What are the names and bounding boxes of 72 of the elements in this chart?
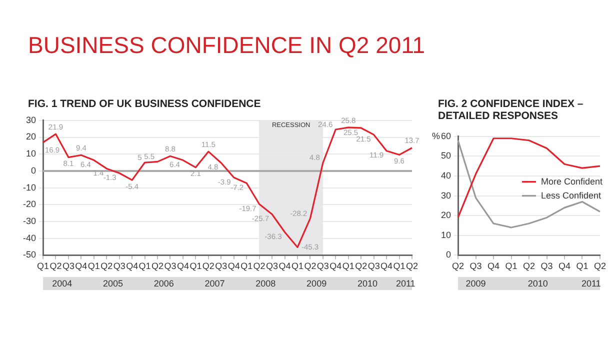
x-tick-label: Q4 bbox=[228, 261, 240, 272]
text: 2008 bbox=[256, 278, 276, 288]
x-tick-label: Q1 bbox=[291, 261, 304, 272]
text: 2007 bbox=[204, 278, 225, 288]
x-tick-label: Q2 bbox=[152, 261, 164, 272]
x-tick-label: Q3 bbox=[215, 261, 228, 272]
legend-label: Less Confident bbox=[540, 190, 602, 200]
x-tick-label: Q1 bbox=[88, 261, 100, 272]
x-tick-label: Q2 bbox=[304, 261, 316, 272]
x-tick-label: Q2 bbox=[253, 261, 266, 272]
y-tick-label: -40 bbox=[22, 232, 36, 243]
x-tick-label: Q1 bbox=[505, 261, 518, 272]
x-tick-label: Q3 bbox=[470, 261, 482, 272]
x-tick-label: Q2 bbox=[355, 261, 368, 272]
x-tick-label: Q4 bbox=[126, 261, 138, 272]
x-tick-label: Q4 bbox=[176, 261, 189, 272]
x-tick-label: Q1 bbox=[190, 261, 202, 272]
y-tick-label: 50 bbox=[440, 150, 452, 161]
text: 2011 bbox=[396, 278, 416, 288]
y-tick-label: -20 bbox=[22, 199, 36, 210]
chart-subtitle: FIG. 1 TREND OF UK BUSINESS CONFIDENCE bbox=[28, 98, 262, 110]
x-tick-label: Q4 bbox=[75, 261, 88, 272]
x-tick-label: Q1 bbox=[576, 261, 588, 272]
x-tick-label: Q3 bbox=[540, 261, 553, 272]
y-tick-label: 20 bbox=[26, 132, 36, 142]
y-tick-label: -30 bbox=[22, 216, 36, 226]
text: 2004 bbox=[52, 278, 72, 288]
y-tick-label: -50 bbox=[22, 250, 36, 260]
chart-title: FIG. 2 CONFIDENCE INDEX – DETAILED RESPONSES bbox=[438, 98, 584, 122]
x-tick-label: Q1 bbox=[37, 261, 50, 272]
x-tick-label: Q2 bbox=[100, 261, 113, 272]
x-tick-label: Q2 bbox=[522, 261, 536, 272]
y-axis-title: % bbox=[432, 130, 440, 141]
text: 2010 bbox=[528, 278, 548, 288]
x-tick-label: Q4 bbox=[558, 261, 571, 272]
x-tick-label: Q3 bbox=[368, 261, 380, 272]
x-tick-label: Q3 bbox=[316, 261, 329, 272]
y-tick-label: 30 bbox=[26, 114, 36, 125]
x-tick-label: Q3 bbox=[266, 261, 278, 272]
text: 2006 bbox=[154, 278, 174, 288]
y-tick-label: 60 bbox=[440, 130, 452, 141]
y-tick-label: -10 bbox=[22, 182, 36, 192]
text: 2010 bbox=[357, 278, 378, 288]
x-tick-label: Q3 bbox=[62, 261, 74, 272]
text: 2009 bbox=[466, 278, 486, 288]
y-tick-label: 0 bbox=[30, 165, 36, 176]
text: 2011 bbox=[581, 278, 601, 288]
legend-label: More Confident bbox=[540, 176, 604, 186]
y-tick-label: 20 bbox=[440, 210, 452, 220]
x-tick-label: Q4 bbox=[330, 261, 342, 272]
y-tick-label: 10 bbox=[440, 230, 452, 240]
x-tick-label: Q1 bbox=[138, 261, 151, 272]
y-tick-label: 40 bbox=[440, 170, 452, 180]
y-tick-label: 0 bbox=[446, 250, 452, 260]
x-tick-label: Q1 bbox=[342, 261, 354, 272]
x-tick-label: Q4 bbox=[278, 261, 291, 272]
x-tick-label: Q2 bbox=[406, 261, 418, 272]
text: 2009 bbox=[306, 278, 327, 288]
chart-title: BUSINESS CONFIDENCE IN Q2 2011 bbox=[28, 32, 426, 59]
x-tick-label: Q3 bbox=[164, 261, 176, 272]
text: 2005 bbox=[102, 278, 124, 288]
y-tick-label: 30 bbox=[440, 190, 452, 200]
x-tick-label: Q4 bbox=[380, 261, 393, 272]
x-tick-label: Q2 bbox=[594, 261, 606, 272]
x-tick-label: Q2 bbox=[452, 261, 464, 272]
x-tick-label: Q3 bbox=[113, 261, 126, 272]
x-tick-label: Q1 bbox=[393, 261, 406, 272]
x-tick-label: Q2 bbox=[50, 261, 62, 272]
y-tick-label: 10 bbox=[26, 148, 36, 159]
x-tick-label: Q1 bbox=[240, 261, 253, 272]
x-tick-label: Q2 bbox=[202, 261, 214, 272]
x-tick-label: Q4 bbox=[488, 261, 500, 272]
